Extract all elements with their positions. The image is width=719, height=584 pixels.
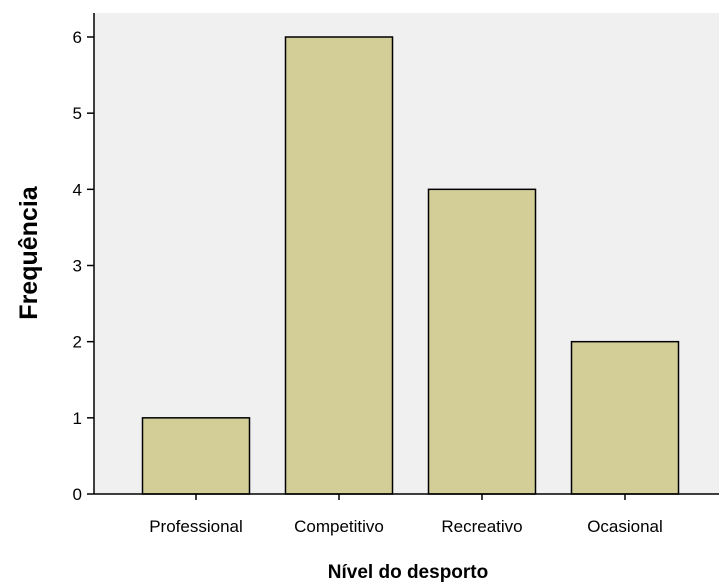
y-axis-title: Frequência [15, 185, 43, 319]
bar-ocasional [570, 340, 680, 495]
y-tick-label: 4 [73, 180, 82, 199]
x-tick-label: Professional [149, 517, 243, 536]
y-tick-label: 0 [73, 485, 82, 504]
bar-professional [141, 417, 251, 495]
y-tick-label: 6 [73, 28, 82, 47]
bar-recreativo [427, 188, 537, 495]
y-tick-label: 2 [73, 333, 82, 352]
y-tick-label: 1 [73, 409, 82, 428]
bars-group [141, 36, 680, 495]
y-tick-label: 5 [73, 104, 82, 123]
x-tick-label: Recreativo [441, 517, 522, 536]
x-axis-title: Nível do desporto [328, 562, 488, 583]
y-ticks-group: 0 1 2 3 4 5 6 [73, 28, 94, 504]
y-tick-label: 3 [73, 257, 82, 276]
x-tick-label: Competitivo [294, 517, 384, 536]
bar-competitivo [284, 36, 394, 495]
x-tick-label: Ocasional [587, 517, 663, 536]
x-ticks-group: Professional Competitivo Recreativo Ocasion… [149, 494, 663, 536]
